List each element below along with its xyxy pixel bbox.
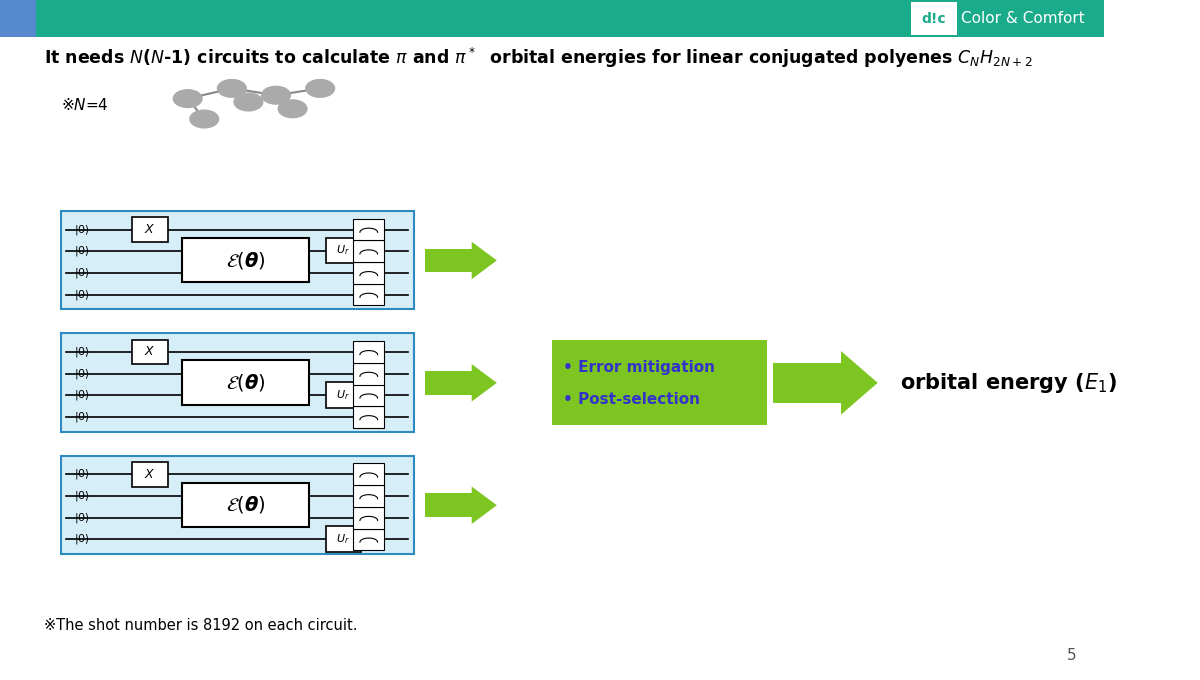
FancyBboxPatch shape: [425, 494, 472, 517]
FancyBboxPatch shape: [325, 237, 361, 263]
FancyBboxPatch shape: [0, 0, 36, 37]
Circle shape: [306, 80, 335, 97]
Text: $|0\rangle$: $|0\rangle$: [74, 244, 90, 258]
Text: $\mathcal{E}(\boldsymbol{\theta})$: $\mathcal{E}(\boldsymbol{\theta})$: [226, 494, 265, 515]
Text: ※$N$=4: ※$N$=4: [61, 97, 108, 114]
FancyBboxPatch shape: [61, 333, 414, 432]
Text: $|0\rangle$: $|0\rangle$: [74, 532, 90, 547]
Polygon shape: [841, 351, 877, 415]
Circle shape: [217, 80, 246, 97]
Polygon shape: [472, 364, 497, 401]
Text: $|0\rangle$: $|0\rangle$: [74, 467, 90, 481]
FancyBboxPatch shape: [325, 526, 361, 551]
FancyBboxPatch shape: [353, 219, 384, 241]
FancyBboxPatch shape: [353, 240, 384, 262]
FancyBboxPatch shape: [61, 456, 414, 554]
Text: $|0\rangle$: $|0\rangle$: [74, 511, 90, 525]
Text: $X$: $X$: [144, 345, 156, 358]
Circle shape: [262, 86, 290, 104]
Circle shape: [190, 110, 218, 128]
Text: $|0\rangle$: $|0\rangle$: [74, 489, 90, 503]
Text: 5: 5: [1067, 648, 1076, 663]
FancyBboxPatch shape: [911, 2, 958, 35]
FancyBboxPatch shape: [425, 371, 472, 394]
FancyBboxPatch shape: [353, 262, 384, 284]
Text: $|0\rangle$: $|0\rangle$: [74, 388, 90, 403]
FancyBboxPatch shape: [182, 360, 310, 405]
Text: $|0\rangle$: $|0\rangle$: [74, 288, 90, 302]
Text: $|0\rangle$: $|0\rangle$: [74, 222, 90, 237]
Text: $U_r$: $U_r$: [336, 532, 350, 545]
Text: $U_r$: $U_r$: [336, 243, 350, 258]
FancyBboxPatch shape: [353, 464, 384, 486]
Text: $\mathcal{E}(\boldsymbol{\theta})$: $\mathcal{E}(\boldsymbol{\theta})$: [226, 250, 265, 271]
Text: $|0\rangle$: $|0\rangle$: [74, 367, 90, 381]
FancyBboxPatch shape: [353, 528, 384, 550]
Text: $|0\rangle$: $|0\rangle$: [74, 345, 90, 359]
Text: $\mathcal{E}(\boldsymbol{\theta})$: $\mathcal{E}(\boldsymbol{\theta})$: [226, 372, 265, 393]
FancyBboxPatch shape: [552, 340, 767, 425]
FancyBboxPatch shape: [132, 462, 168, 487]
Text: orbital energy ($E_1$): orbital energy ($E_1$): [900, 371, 1117, 395]
Text: ※The shot number is 8192 on each circuit.: ※The shot number is 8192 on each circuit…: [44, 618, 358, 633]
Text: $|0\rangle$: $|0\rangle$: [74, 410, 90, 424]
FancyBboxPatch shape: [182, 238, 310, 282]
Text: $U_r$: $U_r$: [336, 388, 350, 401]
FancyBboxPatch shape: [132, 218, 168, 242]
Circle shape: [234, 93, 263, 111]
FancyBboxPatch shape: [425, 248, 472, 272]
Text: $X$: $X$: [144, 223, 156, 236]
Text: It needs $N$($N$-1) circuits to calculate $\pi$ and $\pi^*$  orbital energies fo: It needs $N$($N$-1) circuits to calculat…: [44, 46, 1033, 70]
FancyBboxPatch shape: [773, 362, 841, 403]
FancyBboxPatch shape: [353, 341, 384, 363]
Circle shape: [173, 90, 202, 107]
FancyBboxPatch shape: [132, 340, 168, 364]
FancyBboxPatch shape: [0, 0, 1104, 37]
Text: • Post-selection: • Post-selection: [563, 392, 700, 407]
FancyBboxPatch shape: [61, 211, 414, 309]
FancyBboxPatch shape: [353, 507, 384, 528]
Text: • Error mitigation: • Error mitigation: [563, 360, 715, 375]
Text: $X$: $X$: [144, 468, 156, 481]
FancyBboxPatch shape: [353, 362, 384, 384]
FancyBboxPatch shape: [325, 381, 361, 407]
FancyBboxPatch shape: [182, 483, 310, 527]
Circle shape: [278, 100, 307, 118]
FancyBboxPatch shape: [353, 284, 384, 305]
Text: d!c: d!c: [922, 12, 947, 26]
Text: $|0\rangle$: $|0\rangle$: [74, 266, 90, 280]
Polygon shape: [472, 242, 497, 279]
FancyBboxPatch shape: [353, 485, 384, 507]
Polygon shape: [472, 487, 497, 524]
Text: Color & Comfort: Color & Comfort: [960, 11, 1085, 27]
FancyBboxPatch shape: [353, 384, 384, 406]
FancyBboxPatch shape: [353, 406, 384, 428]
